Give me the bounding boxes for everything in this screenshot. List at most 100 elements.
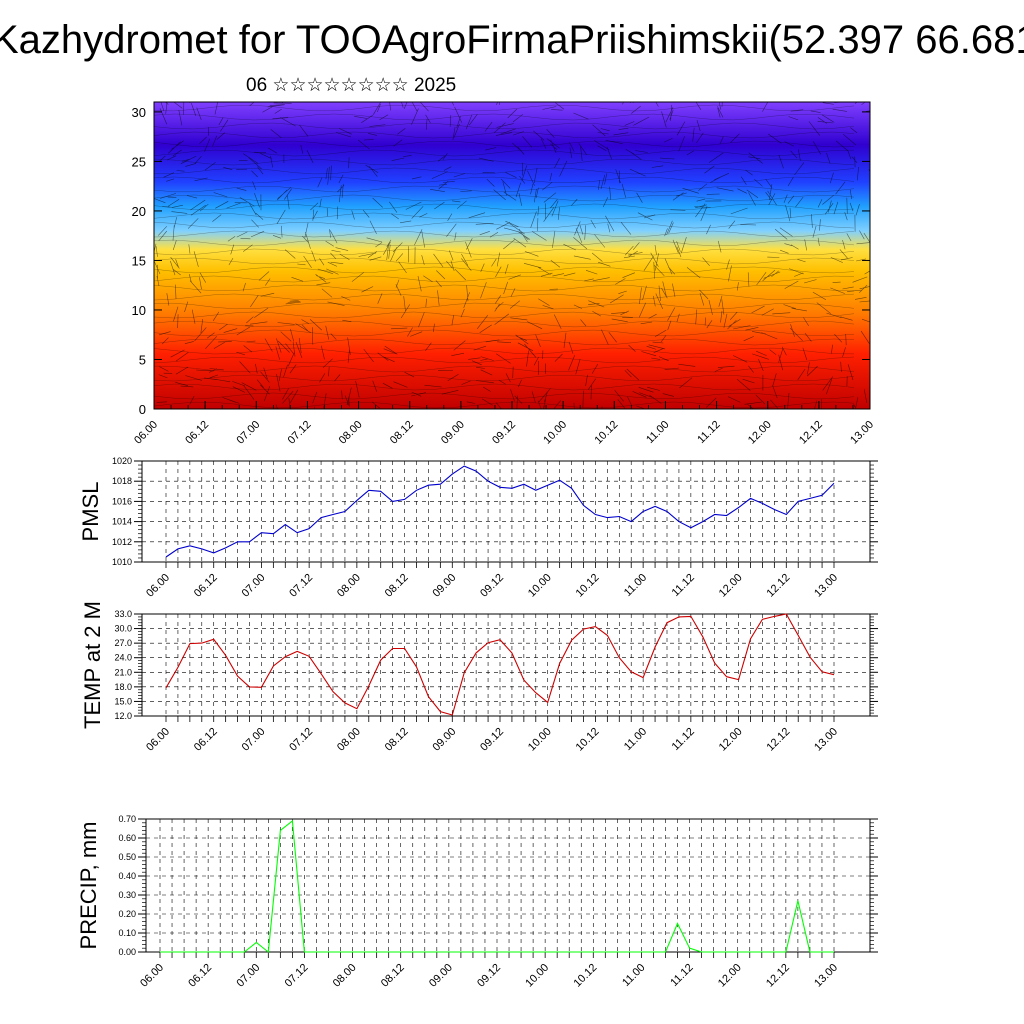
chart-subtitle: 06 ☆☆☆☆☆☆☆☆ 2025	[246, 75, 457, 96]
y-tick-label: 10	[132, 303, 146, 318]
x-tick-label: 08.00	[335, 726, 363, 754]
y-tick-label: 18.0	[114, 682, 132, 692]
x-tick-label: 06.12	[192, 572, 220, 600]
y-tick-label: 30.0	[114, 624, 132, 634]
x-tick-label: 12.12	[764, 726, 792, 754]
plot-frame	[145, 818, 871, 953]
y-tick-label: 1020	[112, 456, 132, 466]
x-tick-label: 08.12	[388, 419, 416, 447]
y-tick-label: 20	[132, 204, 146, 219]
x-tick-label: 13.00	[812, 962, 840, 990]
x-tick-label: 06.00	[144, 572, 172, 600]
x-tick-label: 12.00	[746, 419, 774, 447]
y-axis-label: PMSL	[78, 482, 103, 542]
y-tick-label: 0.30	[118, 890, 136, 900]
x-tick-label: 10.00	[541, 419, 569, 447]
y-tick-label: 27.0	[114, 638, 132, 648]
plot-frame	[141, 460, 871, 563]
x-tick-label: 12.12	[764, 572, 792, 600]
wind-streamlines	[154, 102, 870, 409]
y-tick-label: 15	[132, 253, 146, 268]
y-tick-label: 1010	[112, 557, 132, 567]
x-tick-label: 09.12	[490, 419, 518, 447]
y-tick-label: 0.50	[118, 852, 136, 862]
y-tick-label: 33.0	[114, 609, 132, 619]
cross-section-field	[154, 102, 870, 409]
x-tick-label: 10.00	[526, 726, 554, 754]
y-axis-label: PRECIP, mm	[76, 822, 101, 950]
x-tick-label: 06.00	[132, 419, 160, 447]
x-tick-label: 09.12	[478, 572, 506, 600]
chart-title: Kazhydromet for TOOAgroFirmaPriishimskii…	[0, 18, 1024, 62]
x-tick-label: 07.00	[234, 419, 262, 447]
y-tick-label: 1014	[112, 517, 132, 527]
x-tick-label: 13.00	[812, 726, 840, 754]
y-tick-label: 12.0	[114, 711, 132, 721]
x-tick-label: 11.00	[644, 419, 671, 446]
x-tick-label: 10.12	[571, 962, 599, 990]
x-tick-label: 08.12	[383, 572, 411, 600]
precip-panel: 0.00 0.10 0.20 0.30 0.40 0.50 0.60 0.70 06.00 06.…	[76, 814, 878, 990]
y-tick-label: 0.40	[118, 871, 136, 881]
x-tick-label: 11.12	[668, 962, 695, 989]
y-tick-label: 1012	[112, 537, 132, 547]
x-tick-label: 08.12	[383, 726, 411, 754]
y-tick-label: 15.0	[114, 696, 132, 706]
series-line	[165, 465, 835, 558]
x-tick-label: 11.12	[695, 419, 722, 446]
x-tick-label: 10.12	[574, 726, 602, 754]
x-tick-label: 06.00	[138, 962, 166, 990]
x-tick-label: 08.00	[337, 419, 365, 447]
y-tick-label: 24.0	[114, 653, 132, 663]
x-tick-label: 09.00	[430, 572, 458, 600]
x-tick-label: 07.12	[283, 962, 311, 990]
series-line	[165, 613, 835, 716]
x-tick-label: 07.00	[234, 962, 262, 990]
x-tick-label: 06.00	[144, 726, 172, 754]
y-tick-label: 0.70	[118, 814, 136, 824]
x-tick-label: 06.12	[183, 419, 211, 447]
x-tick-label: 06.12	[186, 962, 214, 990]
x-tick-label: 11.00	[620, 962, 647, 989]
x-tick-label: 09.12	[478, 726, 506, 754]
y-tick-label: 25	[132, 154, 146, 169]
x-tick-label: 10.00	[526, 572, 554, 600]
y-tick-label: 30	[132, 105, 146, 120]
x-tick-label: 12.00	[717, 572, 745, 600]
x-tick-label: 07.00	[240, 726, 268, 754]
y-tick-label: 0.20	[118, 909, 136, 919]
x-tick-label: 10.12	[592, 419, 620, 447]
x-tick-label: 09.00	[430, 726, 458, 754]
x-tick-label: 10.00	[523, 962, 551, 990]
y-tick-label: 5	[139, 352, 146, 367]
x-tick-label: 09.12	[475, 962, 503, 990]
x-tick-label: 12.12	[797, 419, 825, 447]
y-tick-label: 1016	[112, 496, 132, 506]
y-tick-label: 0.60	[118, 833, 136, 843]
x-tick-label: 08.00	[331, 962, 359, 990]
x-tick-label: 07.12	[287, 572, 315, 600]
x-tick-label: 06.12	[192, 726, 220, 754]
y-tick-label: 0	[139, 402, 146, 417]
x-tick-label: 11.00	[622, 726, 649, 753]
x-tick-label: 13.00	[812, 572, 840, 600]
plot-frame	[141, 613, 871, 717]
x-tick-label: 12.12	[764, 962, 792, 990]
x-tick-label: 10.12	[574, 572, 602, 600]
y-tick-label: 1018	[112, 476, 132, 486]
x-tick-label: 08.12	[379, 962, 407, 990]
y-axis-label: TEMP at 2 M	[80, 601, 105, 729]
x-tick-label: 12.00	[716, 962, 744, 990]
y-tick-label: 0.00	[118, 947, 136, 957]
x-tick-label: 09.00	[439, 419, 467, 447]
cross-section-panel: 0 5 10 15 20 25 30 06.00 06.12 07.00 07.12 08.00 08.…	[132, 101, 876, 447]
x-tick-label: 08.00	[335, 572, 363, 600]
x-tick-label: 11.12	[670, 726, 697, 753]
x-tick-label: 13.00	[848, 419, 876, 447]
x-tick-label: 07.12	[286, 419, 314, 447]
x-tick-label: 11.00	[622, 572, 649, 599]
y-tick-label: 0.10	[118, 928, 136, 938]
pmsl-panel: 1010 1012 1014 1016 1018 1020 06.00 06.12 07.00 0…	[78, 456, 878, 600]
x-tick-label: 12.00	[717, 726, 745, 754]
